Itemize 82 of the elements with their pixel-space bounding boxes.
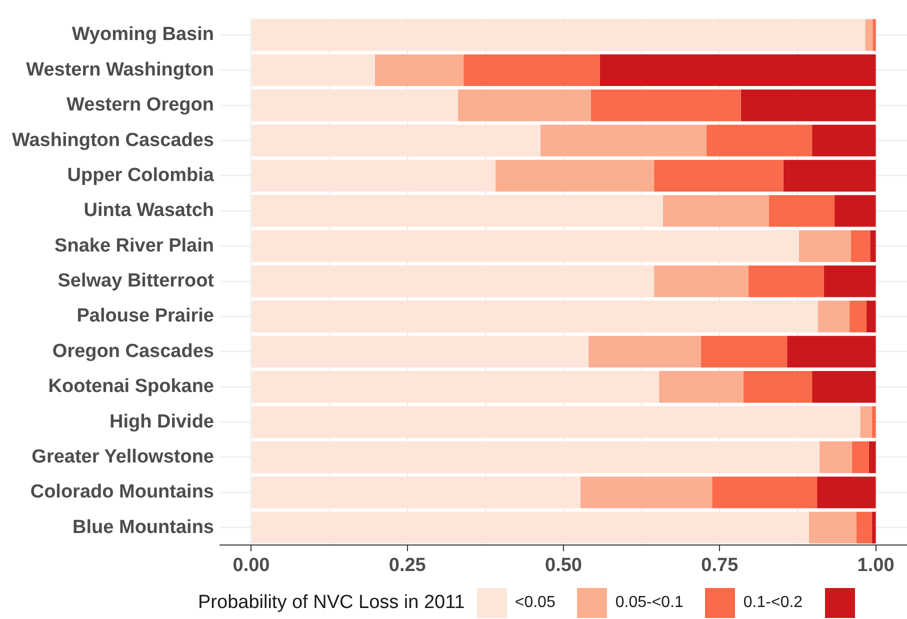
bar (252, 371, 660, 403)
y-tick-label: Western Oregon (66, 94, 214, 116)
bar (662, 195, 769, 227)
bar (252, 336, 588, 368)
y-tick-label: Wyoming Basin (72, 24, 214, 46)
y-tick-label: Uinta Wasatch (84, 200, 214, 222)
bar (706, 124, 812, 156)
bar (252, 265, 654, 298)
bar (743, 371, 812, 403)
bar (252, 160, 496, 192)
bar (495, 160, 654, 192)
bar (872, 19, 876, 51)
y-tick-label: Oregon Cascades (52, 340, 214, 362)
y-tick-label: Western Washington (26, 59, 214, 80)
y-tick-label: Greater Yellowstone (32, 446, 214, 468)
bar (712, 476, 818, 508)
bar (252, 195, 663, 227)
y-tick-label: Palouse Prairie (76, 306, 214, 327)
bar (856, 512, 872, 544)
bar (252, 124, 540, 156)
bar (798, 230, 851, 262)
bar (374, 54, 464, 86)
bar (783, 160, 876, 192)
bar (824, 265, 876, 298)
bar (868, 441, 876, 474)
bar (700, 336, 788, 368)
x-tick-label: 0.00 (232, 554, 270, 576)
x-tick-label: 0.75 (701, 554, 739, 576)
legend-title: Probability of NVC Loss in 2011 (198, 592, 465, 614)
legend-label: 0.05-<0.1 (615, 594, 684, 612)
y-tick-label: Selway Bitterroot (58, 270, 215, 292)
y-tick-label: High Divide (109, 411, 214, 432)
y-tick-label: Washington Cascades (12, 130, 214, 151)
bar (740, 90, 876, 122)
bar (820, 441, 852, 474)
bar (458, 90, 591, 122)
bar (787, 336, 876, 368)
bar (252, 406, 860, 438)
bar (252, 441, 820, 474)
bar (872, 406, 876, 438)
bar (860, 406, 872, 438)
bar (252, 512, 809, 544)
bar (748, 265, 824, 298)
y-tick-label: Colorado Mountains (30, 482, 214, 503)
bar (654, 265, 748, 298)
bar (252, 19, 866, 51)
y-tick-label: Upper Colombia (67, 164, 214, 186)
y-tick-label: Snake River Plain (54, 235, 214, 256)
bar (812, 371, 876, 403)
bar (865, 19, 873, 51)
legend-label: <0.05 (514, 594, 556, 612)
bar (872, 512, 876, 544)
bar (252, 230, 799, 262)
bar (252, 54, 375, 86)
bar (540, 124, 707, 156)
bar (768, 195, 835, 227)
bar (852, 441, 869, 474)
bar (580, 476, 712, 508)
bar (600, 54, 876, 86)
bar (870, 230, 876, 262)
bar (252, 300, 818, 332)
bar (659, 371, 744, 403)
bar (588, 336, 701, 368)
x-tick-label: 1.00 (857, 554, 894, 576)
bar (818, 300, 850, 332)
x-tick-label: 0.50 (545, 554, 582, 576)
y-tick-label: Blue Mountains (72, 516, 214, 538)
bar (590, 90, 741, 122)
x-tick-label: 0.25 (388, 554, 426, 576)
bar (464, 54, 600, 86)
bar (850, 300, 866, 332)
bar (812, 124, 876, 156)
bar (252, 90, 458, 122)
y-tick-label: Kootenai Spokane (48, 376, 214, 398)
bar (834, 195, 876, 227)
legend-label: 0.1-<0.2 (743, 594, 803, 612)
bar (252, 476, 580, 508)
bar (654, 160, 784, 192)
bar (817, 476, 876, 508)
bar (808, 512, 856, 544)
bar (850, 230, 870, 262)
bar (866, 300, 876, 332)
